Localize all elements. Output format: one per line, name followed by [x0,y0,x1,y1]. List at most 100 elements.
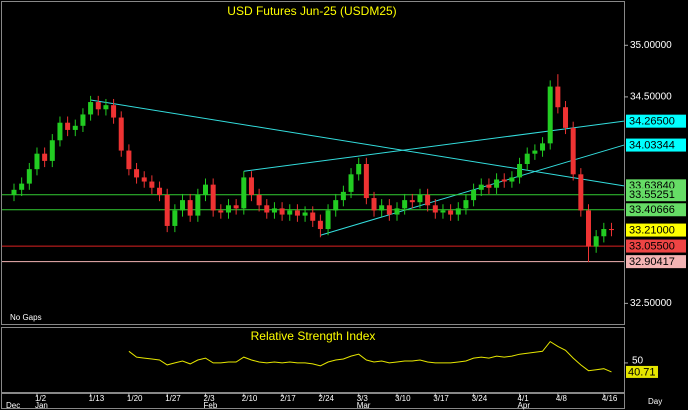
candle-body [95,102,101,110]
x-tick-label: 3/10 [395,394,411,403]
candle-body [524,153,530,164]
candle-body [425,194,431,206]
candle-body [371,198,377,211]
candle-body [271,208,277,213]
price-label: 33.40666 [629,204,675,216]
rsi-title: Relative Strength Index [251,329,376,343]
candle-body [88,102,94,115]
candle-body [187,200,193,216]
candle-body [180,200,186,211]
x-tick-label: 3/17 [433,394,449,403]
candle-body [486,184,492,188]
candle-body [494,179,500,188]
candle-body [218,210,224,213]
price-label-box [626,239,686,253]
x-axis-label: Day [648,397,662,406]
candle-body [111,105,117,118]
trend-line [90,99,625,187]
candle-body [555,86,561,108]
candle-body [448,210,454,215]
candle-body [340,191,346,201]
candle-body [279,208,285,215]
price-label-box [626,188,686,202]
candle-body [432,205,438,213]
price-label-box [626,223,686,237]
price-label: 34.03344 [629,139,675,151]
price-label-box [626,114,686,128]
candle-body [80,114,86,126]
candle-body [463,200,469,209]
rsi-last-box [626,365,658,378]
candle-body [394,208,400,215]
x-tick-label: 1/2 [35,394,47,403]
candle-body [103,105,109,110]
candle-body [455,208,461,215]
candle-body [593,236,599,247]
candle-body [471,189,477,201]
y-tick-label: 34.50000 [630,92,672,103]
candle-body [49,140,55,161]
candle-body [26,169,32,184]
candle-body [563,107,569,128]
candle-body [241,177,247,209]
candle-body [333,200,339,211]
price-label: 32.90417 [629,256,675,268]
x-tick-label: 4/1 [518,394,530,403]
candle-body [363,164,369,199]
candle-body [225,205,231,213]
candle-body [172,210,178,226]
candle-body [287,210,293,215]
x-tick-label: 1/13 [89,394,105,403]
trend-line [243,120,625,172]
candle-body [141,177,147,182]
x-tick-label: 2/10 [242,394,258,403]
candle-body [302,212,308,216]
month-label: Apr [518,401,531,410]
candle-body [317,220,323,230]
candle-body [164,194,170,226]
candle-body [57,122,63,141]
rsi-tick-label: 50 [632,356,644,367]
month-label: Feb [204,401,218,410]
price-label-box [626,138,686,152]
candle-body [540,143,546,151]
price-label: 33.05500 [629,240,675,252]
month-label: Jan [35,401,48,410]
candle-body [34,153,40,170]
candle-body [42,153,48,161]
price-label: 33.21000 [629,224,675,236]
candle-body [509,177,515,182]
candle-body [294,210,300,216]
candle-body [195,194,201,216]
rsi-line [128,340,612,373]
x-tick-label: 3/24 [472,394,488,403]
candle-body [586,210,591,247]
candle-body [19,183,25,190]
candle-body [348,174,354,192]
candle-body [601,229,607,237]
candle-body [356,164,362,175]
x-tick-label: 2/3 [204,394,216,403]
price-label: 33.55251 [629,189,675,201]
date-axis [1,393,625,409]
candle-body [608,229,614,231]
candle-body [310,212,316,221]
note: No Gaps [10,313,42,322]
rsi-last-label: 40.71 [628,366,656,378]
price-label: 34.26500 [629,116,675,128]
month-label: Dec [6,401,20,410]
candle-body [517,164,523,178]
candle-body [11,189,17,195]
price-label-box [626,203,686,217]
candle-body [478,184,484,190]
x-tick-label: 2/24 [318,394,334,403]
x-tick-label: 2/17 [280,394,296,403]
candle-body [570,127,576,175]
candle-body [118,117,124,151]
candle-body [134,169,140,178]
candle-body [402,200,408,209]
candle-body [149,181,155,188]
candle-body [409,200,415,203]
